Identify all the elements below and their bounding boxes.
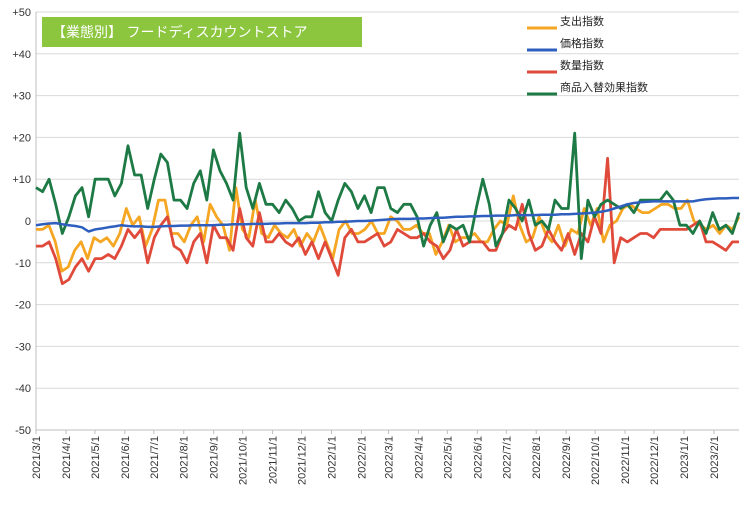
series-line-3 xyxy=(36,156,739,286)
x-tick-label: 2021/7/1 xyxy=(149,436,161,479)
x-tick-label: 2023/2/1 xyxy=(709,436,721,479)
legend-label: 商品入替効果指数 xyxy=(560,80,648,94)
legend-label: 数量指数 xyxy=(560,58,604,72)
x-tick-label: 2022/12/1 xyxy=(649,436,661,485)
series-line-1 xyxy=(36,186,741,273)
x-tick-label: 2022/11/1 xyxy=(620,436,632,484)
x-tick-label: 2022/9/1 xyxy=(561,436,573,479)
x-tick-label: 2021/4/1 xyxy=(61,436,73,479)
y-tick-label: +30 xyxy=(12,91,31,103)
y-tick-label: -10 xyxy=(15,258,31,270)
y-tick-label: +40 xyxy=(12,49,31,61)
y-tick-label: +10 xyxy=(12,174,31,186)
x-axis: 2021/3/1 2021/4/1 2021/5/1 2021/6/1 2021/7/1… xyxy=(31,430,721,485)
chart-title-box: 【業態別】 フードディスカウントストア xyxy=(42,17,362,47)
x-tick-label: 2021/5/1 xyxy=(90,436,102,479)
legend-label: 支出指数 xyxy=(560,14,604,28)
chart-title-background xyxy=(42,17,362,47)
chart-title: 【業態別】 フードディスカウントストア xyxy=(52,24,307,41)
y-axis: +50 +40 +30 +20 +10 0 -10 -20 -30 -40 -50 xyxy=(12,7,739,437)
y-tick-label: 0 xyxy=(25,216,31,228)
x-tick-label: 2022/3/1 xyxy=(383,436,395,479)
x-tick-label: 2021/6/1 xyxy=(120,436,132,479)
x-tick-label: 2021/3/1 xyxy=(31,436,43,479)
x-tick-label: 2022/7/1 xyxy=(501,436,513,479)
y-tick-label: -20 xyxy=(15,300,31,312)
y-tick-label: +20 xyxy=(12,132,31,144)
x-tick-label: 2023/1/1 xyxy=(679,436,691,479)
x-tick-label: 2022/10/1 xyxy=(590,436,602,485)
y-tick-label: +50 xyxy=(12,7,31,19)
x-tick-label: 2022/4/1 xyxy=(413,436,425,479)
series-line-2 xyxy=(35,196,739,233)
x-tick-label: 2021/10/1 xyxy=(238,436,250,485)
y-tick-label: -40 xyxy=(15,383,31,395)
x-tick-label: 2022/2/1 xyxy=(356,436,368,479)
x-tick-label: 2021/12/1 xyxy=(297,436,309,485)
y-tick-label: -50 xyxy=(15,425,31,437)
series-line-4 xyxy=(35,131,741,261)
x-tick-label: 2022/5/1 xyxy=(442,436,454,479)
y-tick-label: -30 xyxy=(15,341,31,353)
x-tick-label: 2022/6/1 xyxy=(472,436,484,479)
x-tick-label: 2021/11/1 xyxy=(268,436,280,484)
x-tick-label: 2022/8/1 xyxy=(531,436,543,479)
x-tick-label: 2021/9/1 xyxy=(209,436,221,479)
legend-label: 価格指数 xyxy=(560,36,604,50)
x-tick-label: 2022/1/1 xyxy=(326,436,338,479)
x-tick-label: 2021/8/1 xyxy=(179,436,191,479)
plot-area xyxy=(35,131,741,286)
